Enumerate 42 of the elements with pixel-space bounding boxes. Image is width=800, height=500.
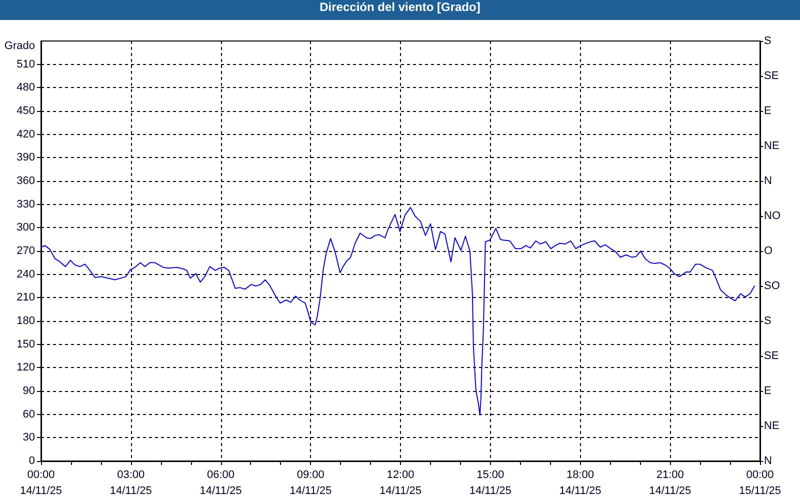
- chart-title: Dirección del viento [Grado]: [0, 0, 800, 20]
- y-tick-label: 60: [22, 408, 35, 420]
- y-tick-label: 240: [16, 268, 35, 280]
- category-label: NE: [764, 420, 780, 432]
- x-tick-label: 15:00 14/11/25: [469, 469, 512, 497]
- category-label: NE: [764, 140, 780, 152]
- category-label: O: [764, 245, 773, 257]
- x-tick-label: 00:00 14/11/25: [20, 469, 62, 497]
- category-label: E: [764, 105, 772, 117]
- y-tick-label: 390: [16, 152, 35, 164]
- y-tick-label: 510: [16, 58, 35, 70]
- y-tick-label: 0: [28, 455, 35, 467]
- x-tick-label: 03:00 14/11/25: [110, 469, 152, 497]
- y-tick-label: 450: [16, 105, 35, 117]
- x-tick-label: 09:00 14/11/25: [290, 469, 332, 497]
- y-tick-label: 300: [16, 222, 35, 234]
- y-tick-label: 360: [16, 175, 35, 187]
- category-label: S: [764, 35, 772, 47]
- y-tick-label: 90: [22, 385, 35, 397]
- y-tick-label: 30: [22, 432, 35, 444]
- x-tick-label: 00:00 15/11/25: [738, 469, 782, 497]
- category-label: E: [764, 385, 772, 397]
- category-label: SE: [764, 70, 779, 82]
- y-tick-label: 270: [16, 245, 35, 257]
- y-tick-label: 210: [16, 292, 35, 304]
- x-tick-label: 21:00 14/11/25: [649, 469, 692, 497]
- category-label: N: [764, 175, 772, 187]
- y-tick-label: 480: [16, 82, 35, 94]
- y-axis-title: Grado: [4, 40, 35, 52]
- y-tick-label: 180: [16, 315, 35, 327]
- x-tick-label: 06:00 14/11/25: [200, 469, 242, 497]
- y-tick-label: 120: [16, 362, 35, 374]
- y-tick-label: 330: [16, 198, 35, 210]
- category-label: S: [764, 315, 772, 327]
- y-tick-label: 420: [16, 128, 35, 140]
- category-label: NO: [764, 210, 780, 222]
- x-tick-label: 18:00 14/11/25: [559, 469, 602, 497]
- y-tick-label: 150: [16, 338, 35, 350]
- x-tick-label: 12:00 14/11/25: [379, 469, 422, 497]
- category-label: N: [764, 455, 772, 467]
- category-label: SO: [764, 280, 780, 292]
- category-label: SE: [764, 350, 779, 362]
